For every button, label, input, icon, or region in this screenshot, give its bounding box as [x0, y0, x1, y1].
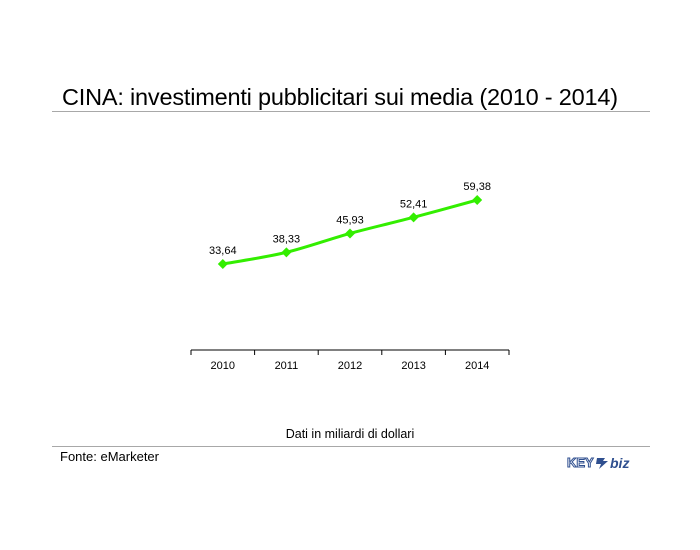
key4biz-logo: KEY biz — [567, 455, 630, 472]
series-layer: 33,64 38,33 45,93 52,41 59,38 — [209, 181, 491, 269]
title-divider — [52, 111, 650, 112]
data-point-marker — [408, 212, 419, 223]
data-label: 52,41 — [400, 198, 428, 210]
svg-text:KEY: KEY — [567, 455, 594, 470]
data-point-marker — [281, 247, 292, 258]
data-label: 38,33 — [273, 233, 301, 245]
x-axis: 2010 2011 2012 2013 2014 — [190, 349, 510, 372]
footer-divider — [52, 446, 650, 447]
x-tick-label: 2010 — [211, 360, 235, 372]
source-text: Fonte: eMarketer — [60, 449, 159, 464]
data-label: 59,38 — [463, 181, 491, 193]
data-label: 33,64 — [209, 245, 237, 257]
unit-note: Dati in miliardi di dollari — [285, 427, 415, 441]
data-point-marker — [217, 259, 228, 269]
data-label: 45,93 — [336, 214, 364, 226]
x-tick-label: 2013 — [401, 360, 425, 372]
svg-text:biz: biz — [610, 455, 629, 471]
x-tick-label: 2014 — [465, 360, 489, 372]
x-tick-label: 2011 — [275, 360, 299, 372]
page-title: CINA: investimenti pubblicitari sui medi… — [62, 84, 618, 110]
x-tick-label: 2012 — [338, 360, 362, 372]
data-point-marker — [345, 228, 355, 239]
data-point-marker — [472, 195, 483, 205]
